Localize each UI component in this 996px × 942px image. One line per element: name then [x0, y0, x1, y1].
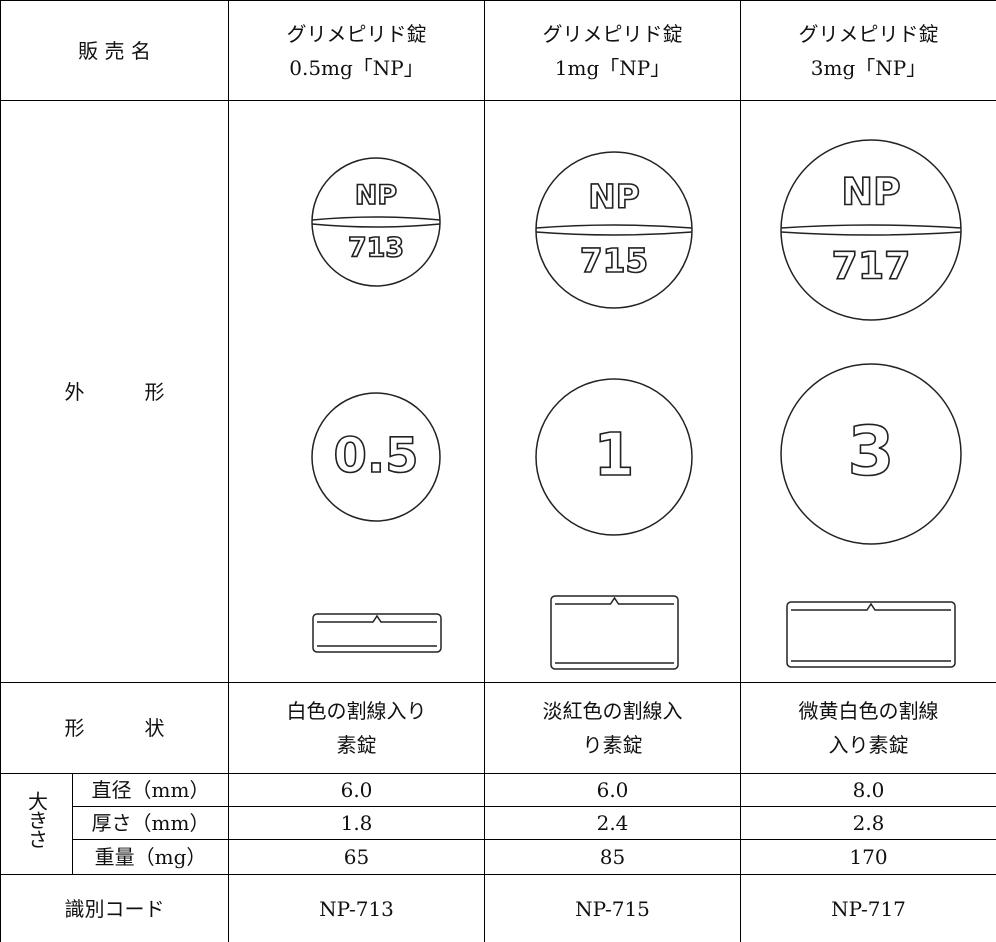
- size-value: 6.0: [484, 773, 741, 807]
- imprint-face: 1: [594, 421, 635, 489]
- imprint-face: 3: [848, 411, 895, 490]
- size-value: 65: [228, 839, 485, 875]
- side-edge: [555, 596, 674, 664]
- row-label: 外 形: [0, 100, 229, 683]
- size-value: 85: [484, 839, 741, 875]
- appearance-row: 外 形 NP 713 0.5 NP 715 1 NP 717 3: [0, 100, 996, 683]
- imprint-top: NP: [588, 177, 639, 215]
- size-item-label: 重量（mg）: [72, 839, 229, 875]
- tablet-side: [312, 612, 442, 653]
- size-item-label: 厚さ（mm）: [72, 806, 229, 840]
- shape-row: 形 状 白色の割線入り 素錠 淡紅色の割線入 り素錠 微黄白色の割線 入り素錠: [0, 682, 996, 774]
- tablet-drawing: NP 713 0.5: [228, 100, 485, 683]
- name-line: グリメピリド錠: [798, 21, 939, 46]
- name-line: 3mg「NP」: [810, 55, 927, 80]
- header-row: 販 売 名 グリメピリド錠 0.5mg「NP」 グリメピリド錠 1mg「NP」 グリ…: [0, 0, 996, 101]
- size-value: 170: [740, 839, 996, 875]
- size-value: 6.0: [228, 773, 485, 807]
- imprint-face: 0.5: [333, 428, 418, 484]
- row-label: 形 状: [0, 682, 229, 774]
- tablet-drawing: NP 715 1: [484, 100, 741, 683]
- imprint-bottom: 713: [348, 232, 404, 263]
- tablet-svg: NP 717 3: [780, 138, 962, 668]
- score-line: [535, 223, 693, 236]
- code-value: NP-715: [484, 874, 741, 942]
- tablet-face: [535, 377, 693, 536]
- product-name: グリメピリド錠 1mg「NP」: [484, 0, 741, 101]
- tablet-top: [535, 150, 693, 309]
- size-label-cell: 大きさ: [0, 773, 73, 875]
- imprint-bottom: 715: [580, 241, 648, 279]
- imprint-bottom: 717: [832, 243, 911, 287]
- name-line: 1mg「NP」: [554, 55, 671, 80]
- shape-description: 微黄白色の割線 入り素錠: [740, 682, 996, 774]
- name-line: 0.5mg「NP」: [289, 55, 424, 80]
- row-label: 販 売 名: [0, 0, 229, 101]
- shape-description: 淡紅色の割線入 り素錠: [484, 682, 741, 774]
- product-name: グリメピリド錠 0.5mg「NP」: [228, 0, 485, 101]
- product-name: グリメピリド錠 3mg「NP」: [740, 0, 996, 101]
- size-label: 大きさ: [24, 791, 49, 848]
- description-line: 入り素錠: [828, 733, 909, 757]
- tablet-svg: NP 715 1: [535, 150, 693, 670]
- tablet-top: [780, 138, 962, 321]
- tablet-top: [311, 156, 441, 287]
- description-line: 微黄白色の割線: [798, 699, 939, 723]
- tablet-side: [786, 600, 956, 668]
- size-row: 厚さ（mm） 1.8 2.4 2.8: [1, 806, 996, 840]
- tablet-face: [311, 391, 441, 522]
- size-value: 8.0: [740, 773, 996, 807]
- code-row: 識別コード NP-713 NP-715 NP-717: [0, 874, 996, 942]
- size-value: 1.8: [228, 806, 485, 840]
- side-edge: [317, 614, 437, 647]
- tablet-svg: NP 713 0.5: [311, 156, 442, 653]
- size-row: 重量（mg） 65 85 170: [1, 839, 996, 875]
- description-line: 素錠: [336, 733, 377, 757]
- name-line: グリメピリド錠: [542, 21, 683, 46]
- score-line: [311, 215, 441, 228]
- description-line: り素錠: [582, 733, 643, 757]
- tablet-drawing: NP 717 3: [740, 100, 996, 683]
- imprint-top: NP: [841, 169, 900, 213]
- code-value: NP-713: [228, 874, 485, 942]
- description-line: 淡紅色の割線入: [542, 699, 683, 723]
- description-line: 白色の割線入り: [286, 699, 427, 723]
- side-edge: [791, 602, 951, 662]
- size-value: 2.4: [484, 806, 741, 840]
- score-line: [780, 223, 962, 236]
- size-value: 2.8: [740, 806, 996, 840]
- size-row: 大きさ 直径（mm） 6.0 6.0 8.0: [0, 773, 996, 875]
- row-label: 識別コード: [0, 874, 229, 942]
- tablet-side: [550, 594, 679, 670]
- imprint-top: NP: [355, 179, 397, 210]
- code-value: NP-717: [740, 874, 996, 942]
- tablet-face: [780, 362, 962, 545]
- name-line: グリメピリド錠: [286, 21, 427, 46]
- size-item-label: 直径（mm）: [72, 773, 229, 807]
- shape-description: 白色の割線入り 素錠: [228, 682, 485, 774]
